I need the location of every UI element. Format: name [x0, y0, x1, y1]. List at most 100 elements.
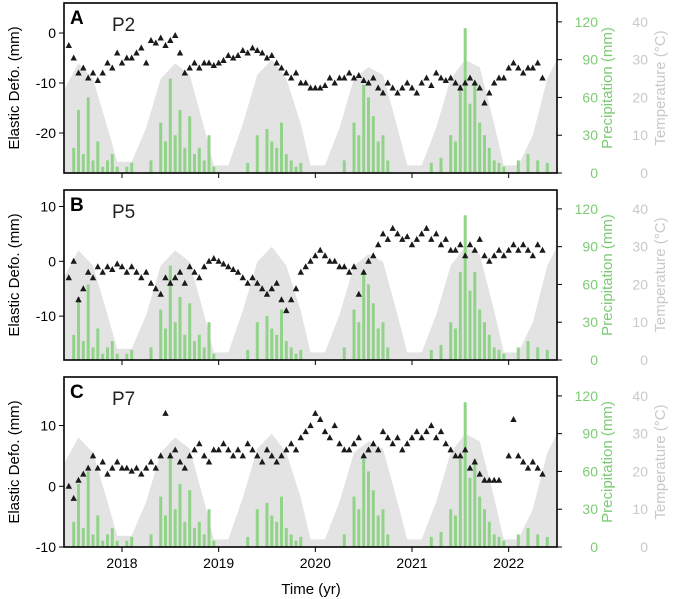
deformation-point — [360, 77, 367, 83]
deformation-point — [375, 446, 382, 453]
precipitation-bar — [265, 128, 269, 173]
deformation-point — [191, 268, 198, 275]
precipitation-bar — [72, 521, 76, 547]
precipitation-bar — [439, 531, 443, 547]
precipitation-bar — [429, 162, 433, 173]
precipitation-bar — [212, 166, 216, 173]
deformation-point — [94, 77, 101, 83]
temp-tick-label: 10 — [632, 127, 648, 143]
deformation-point — [230, 266, 237, 272]
precipitation-bar — [468, 290, 472, 360]
precipitation-bar — [188, 116, 192, 173]
deformation-point — [481, 99, 488, 106]
deformation-point — [254, 452, 261, 459]
deformation-point — [442, 235, 449, 242]
deformation-point — [176, 458, 184, 465]
deformation-point — [433, 434, 440, 441]
deformation-point — [336, 440, 343, 447]
deformation-point — [259, 285, 266, 292]
precipitation-bar — [478, 122, 482, 173]
deformation-point — [99, 69, 106, 76]
deformation-point — [259, 458, 266, 465]
precipitation-bar — [463, 28, 467, 173]
precipitation-bar — [81, 154, 85, 173]
deformation-point — [239, 47, 246, 53]
deformation-point — [147, 37, 155, 43]
precipitation-bar — [352, 496, 356, 547]
precipitation-bar — [188, 490, 192, 547]
precipitation-bar — [101, 353, 105, 360]
precipitation-bar — [376, 141, 380, 173]
temp-tick-label: 0 — [640, 352, 648, 368]
deformation-point — [244, 279, 251, 286]
deformation-point — [404, 440, 411, 447]
precipitation-bar — [275, 334, 279, 360]
deformation-point — [157, 290, 164, 297]
deformation-point — [259, 49, 266, 56]
deformation-point — [70, 54, 77, 61]
deformation-point — [302, 428, 309, 435]
precipitation-bar — [497, 162, 501, 173]
deformation-point — [104, 263, 111, 270]
deformation-point — [539, 74, 546, 81]
deformation-point — [205, 257, 213, 264]
precipitation-bar — [458, 84, 462, 173]
precipitation-bar — [352, 309, 356, 360]
deformation-point — [89, 69, 97, 76]
precip-tick-label: 0 — [590, 165, 598, 181]
deformation-point — [471, 246, 478, 253]
deformation-point — [288, 440, 295, 447]
precipitation-bar — [149, 160, 153, 173]
deformation-point — [215, 59, 222, 66]
deformation-point — [418, 230, 425, 237]
deformation-point — [346, 69, 353, 76]
precipitation-bar — [173, 509, 177, 547]
temperature-area — [64, 246, 557, 360]
deformation-point — [104, 470, 111, 477]
precipitation-bar — [280, 122, 283, 173]
precip-tick-label: 120 — [575, 14, 599, 30]
precipitation-bar — [96, 141, 100, 173]
precipitation-bar — [115, 353, 119, 360]
precip-tick-label: 120 — [575, 388, 599, 404]
deformation-point — [379, 230, 387, 237]
precip-tick-label: 0 — [590, 539, 598, 555]
deformation-point — [147, 458, 155, 465]
precipitation-bar — [86, 284, 90, 360]
deformation-point — [225, 52, 232, 58]
deformation-point — [321, 82, 329, 88]
deformation-point — [534, 464, 541, 471]
station-name: P2 — [112, 15, 135, 36]
precipitation-bar — [159, 496, 163, 547]
deformation-point — [297, 268, 304, 275]
deformation-point — [341, 446, 348, 453]
deformation-point — [89, 452, 97, 459]
deformation-point — [172, 32, 179, 38]
precip-axis-title: Precipitation (mm) — [599, 27, 616, 149]
precipitation-bar — [255, 509, 259, 547]
precipitation-bar — [178, 297, 182, 360]
temp-axis-title: Temperature (°C) — [652, 404, 669, 519]
precipitation-bar — [439, 344, 443, 360]
deformation-point — [399, 446, 406, 453]
precipitation-bar — [487, 147, 491, 173]
precipitation-bar — [429, 349, 433, 360]
panel-frame — [63, 376, 558, 548]
precipitation-bar — [246, 349, 250, 360]
panel-frame — [63, 2, 558, 174]
deformation-point — [307, 84, 314, 91]
deformation-point — [70, 494, 77, 501]
precipitation-bar — [371, 303, 375, 360]
precipitation-bar — [77, 484, 80, 547]
deformation-point — [466, 241, 474, 248]
panel-b: 10 0 -10 Elastic Defo. (mm) 0 30 60 90 120Precip… — [6, 189, 669, 368]
precipitation-bar — [386, 160, 390, 173]
deformation-point — [476, 84, 483, 91]
precipitation-bar — [130, 162, 134, 173]
plot-area — [64, 28, 557, 173]
deformation-point — [249, 446, 256, 453]
deformation-point — [360, 452, 367, 459]
precip-tick-label: 90 — [582, 239, 598, 255]
precipitation-bar — [502, 166, 506, 173]
